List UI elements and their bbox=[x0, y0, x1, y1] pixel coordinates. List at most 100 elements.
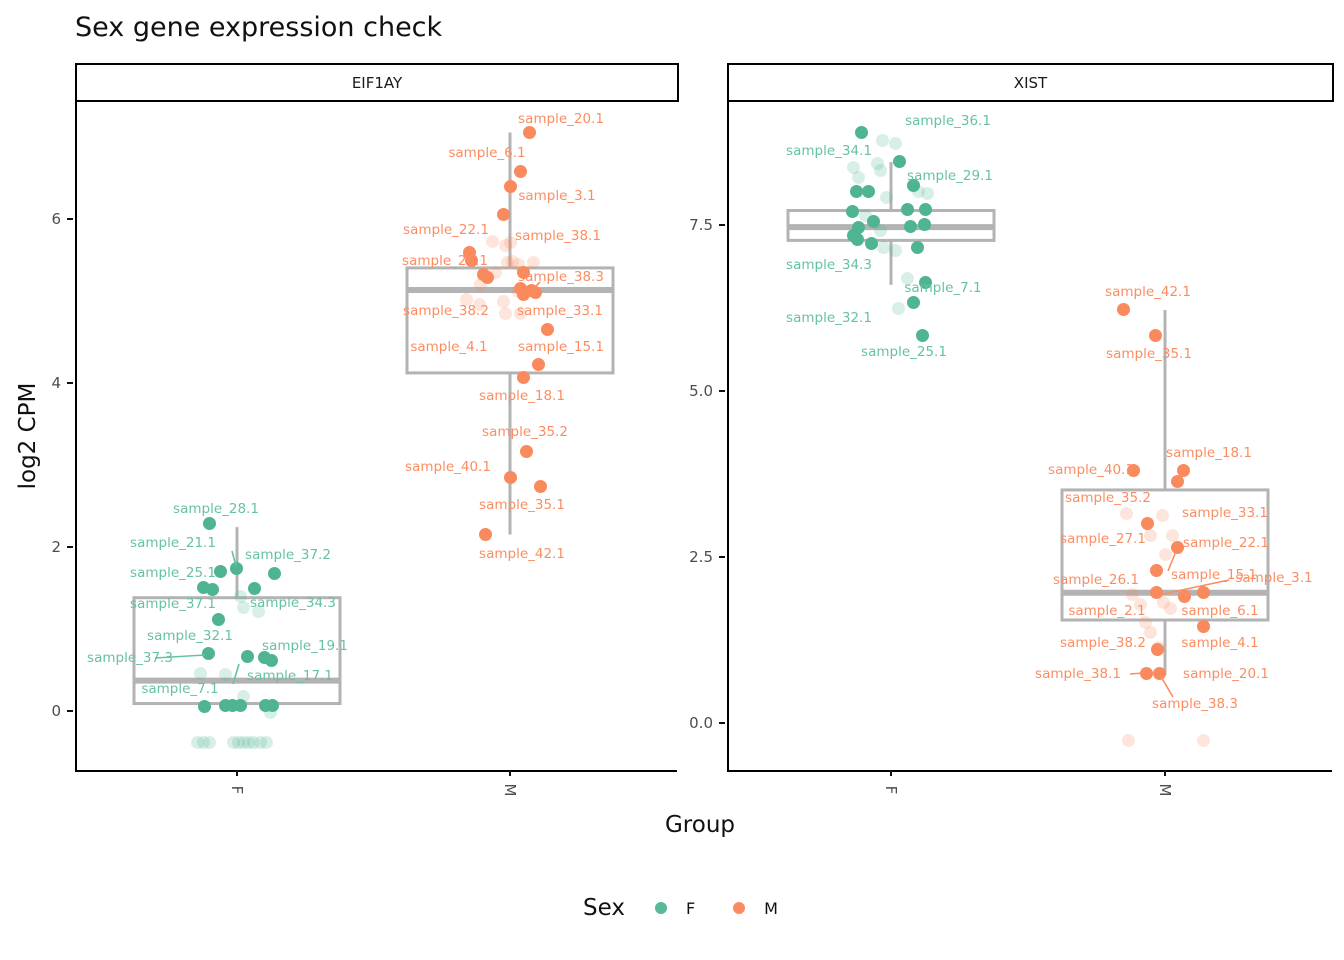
legend: Sex F M bbox=[583, 893, 778, 923]
point-label: sample_27.1 bbox=[1060, 531, 1146, 547]
data-point bbox=[513, 281, 527, 295]
data-point bbox=[213, 564, 227, 578]
data-point-faint bbox=[900, 271, 914, 285]
x-axis-title: Group bbox=[664, 812, 736, 838]
data-point-faint bbox=[1156, 596, 1170, 610]
data-point-faint bbox=[1138, 616, 1152, 630]
point-label: sample_33.1 bbox=[517, 303, 603, 319]
data-point bbox=[1140, 516, 1154, 530]
data-point-faint bbox=[218, 668, 232, 682]
y-tick-mark bbox=[719, 390, 725, 393]
y-tick-label: 0.0 bbox=[689, 713, 713, 732]
data-point bbox=[478, 528, 492, 542]
point-label: sample_40.1 bbox=[1048, 462, 1134, 478]
data-point bbox=[503, 180, 517, 194]
point-label: sample_38.1 bbox=[1035, 666, 1121, 682]
panel-xist bbox=[727, 101, 1332, 772]
point-label: sample_35.2 bbox=[1065, 490, 1151, 506]
point-label: sample_21.1 bbox=[130, 535, 216, 551]
data-point bbox=[205, 583, 219, 596]
point-label: sample_3.1 bbox=[1235, 570, 1313, 586]
data-point-faint bbox=[226, 735, 240, 749]
data-point-faint bbox=[920, 186, 934, 200]
data-point bbox=[849, 184, 863, 198]
point-label: sample_25.1 bbox=[130, 565, 216, 581]
data-point bbox=[866, 214, 880, 228]
y-tick-mark bbox=[719, 721, 725, 724]
page-title: Sex gene expression check bbox=[75, 12, 443, 43]
data-point-faint bbox=[241, 736, 255, 750]
point-label: sample_4.1 bbox=[410, 339, 488, 355]
point-label: sample_20.1 bbox=[1183, 666, 1269, 682]
data-point bbox=[201, 647, 215, 660]
data-point-faint bbox=[505, 254, 519, 268]
y-tick-label: 5.0 bbox=[689, 382, 713, 401]
data-point-faint bbox=[251, 605, 265, 619]
point-label: sample_22.1 bbox=[1183, 535, 1269, 551]
data-point bbox=[197, 699, 211, 713]
data-point-faint bbox=[888, 243, 902, 257]
y-tick-mark bbox=[719, 224, 725, 227]
point-label: sample_15.1 bbox=[1171, 567, 1257, 583]
data-point-faint bbox=[472, 298, 486, 312]
data-point-faint bbox=[526, 256, 540, 270]
data-point bbox=[264, 653, 278, 667]
point-label: sample_18.1 bbox=[479, 388, 565, 404]
point-label: sample_6.1 bbox=[448, 145, 526, 161]
data-point bbox=[267, 566, 281, 580]
x-tick-label-M: M bbox=[1156, 783, 1174, 797]
data-point-faint bbox=[231, 735, 245, 749]
data-point bbox=[1177, 589, 1191, 603]
data-point-faint bbox=[236, 601, 250, 615]
data-point bbox=[918, 203, 932, 217]
legend-key-dot-f bbox=[654, 902, 667, 914]
data-point bbox=[528, 286, 542, 300]
data-point bbox=[1149, 585, 1163, 599]
data-point-faint bbox=[888, 136, 902, 150]
y-axis-title: log2 CPM bbox=[15, 382, 41, 490]
data-point-faint bbox=[496, 295, 510, 309]
data-point bbox=[1149, 564, 1163, 578]
data-point-faint bbox=[870, 156, 884, 170]
data-point-faint bbox=[1119, 507, 1133, 521]
y-tick-mark bbox=[67, 217, 73, 220]
point-label: sample_35.1 bbox=[1106, 346, 1192, 362]
point-label: sample_19.1 bbox=[262, 638, 348, 654]
point-label: sample_20.1 bbox=[518, 111, 604, 127]
data-point-faint bbox=[1121, 733, 1135, 747]
data-point-faint bbox=[875, 133, 889, 147]
legend-label-f: F bbox=[685, 898, 696, 918]
point-label: sample_34.3 bbox=[250, 595, 336, 611]
data-point-faint bbox=[1165, 528, 1179, 542]
data-point bbox=[1170, 474, 1184, 488]
data-point bbox=[1148, 328, 1162, 342]
data-point-faint bbox=[873, 163, 887, 177]
point-label: sample_34.3 bbox=[786, 257, 872, 273]
point-label: sample_2.1 bbox=[1068, 603, 1146, 619]
y-tick-label: 0 bbox=[51, 701, 61, 720]
x-tick-label-M: M bbox=[501, 783, 519, 797]
data-point bbox=[1150, 643, 1164, 657]
point-label: sample_18.1 bbox=[1166, 445, 1252, 461]
point-label: sample_35.2 bbox=[482, 424, 568, 440]
data-point-faint bbox=[1196, 733, 1210, 747]
data-point bbox=[1116, 302, 1130, 316]
point-label: sample_42.1 bbox=[1105, 284, 1191, 300]
point-label: sample_6.1 bbox=[1181, 603, 1259, 619]
point-label: sample_22.1 bbox=[403, 222, 489, 238]
data-point bbox=[240, 650, 254, 664]
data-point bbox=[915, 328, 929, 342]
data-point bbox=[503, 470, 517, 484]
x-tick-mark bbox=[1164, 770, 1166, 776]
data-point-faint bbox=[846, 160, 860, 174]
data-point-faint bbox=[851, 171, 865, 185]
data-point-faint bbox=[873, 223, 887, 237]
point-label: sample_35.1 bbox=[479, 497, 565, 513]
data-point bbox=[211, 612, 225, 626]
data-point-faint bbox=[253, 735, 267, 749]
panel-eif1ay bbox=[75, 101, 677, 772]
point-label: sample_38.1 bbox=[515, 228, 601, 244]
data-point bbox=[892, 154, 906, 168]
data-point bbox=[516, 370, 530, 384]
